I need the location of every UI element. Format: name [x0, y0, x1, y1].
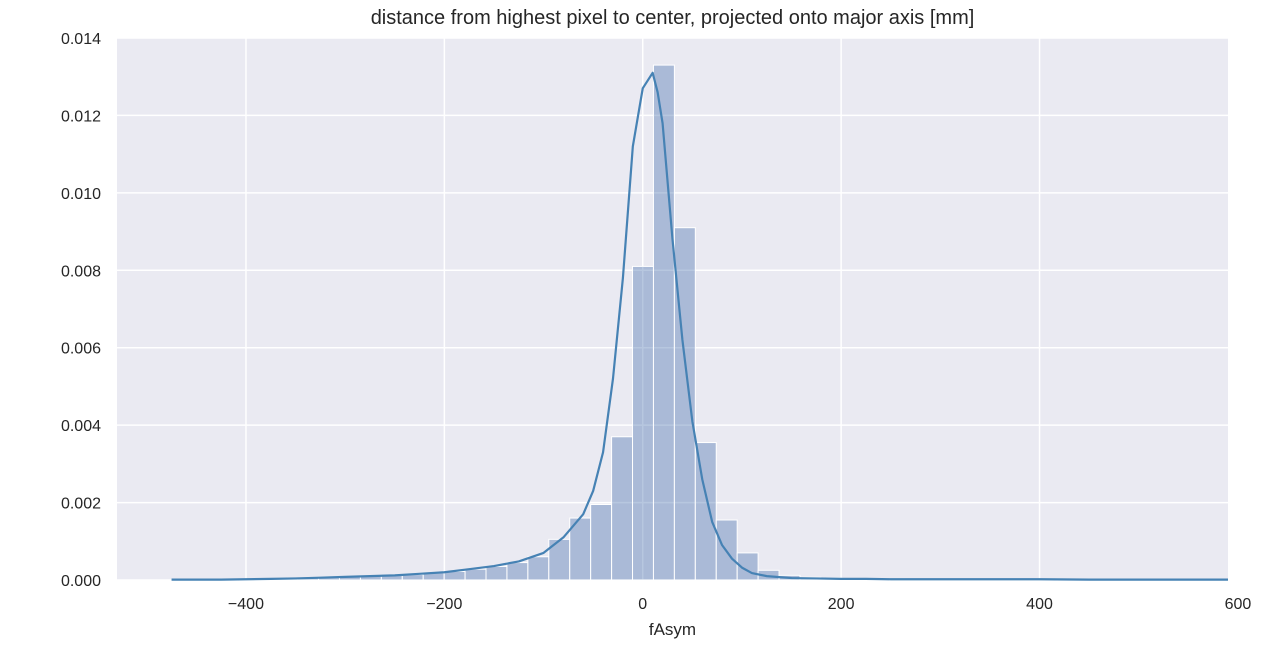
y-tick-label: 0.014 — [61, 31, 101, 48]
x-tick-label: 400 — [1026, 596, 1053, 613]
x-tick-label: 0 — [638, 596, 647, 613]
histogram-bars — [171, 64, 1220, 581]
histogram-bar — [464, 568, 487, 581]
y-tick-label: 0.004 — [61, 418, 101, 435]
y-tick-label: 0.000 — [61, 573, 101, 590]
y-tick-label: 0.008 — [61, 263, 101, 280]
histogram-bar — [485, 565, 508, 581]
chart-title: distance from highest pixel to center, p… — [371, 7, 975, 29]
x-tick-label: −200 — [426, 596, 462, 613]
x-tick-label: 600 — [1225, 596, 1252, 613]
histogram-bar — [506, 562, 529, 581]
y-tick-label: 0.002 — [61, 496, 101, 513]
y-tick-label: 0.012 — [61, 108, 101, 125]
histogram-bar — [611, 436, 634, 581]
x-tick-label: 200 — [828, 596, 855, 613]
x-axis-ticks: −400 −200 0 200 400 600 — [228, 596, 1251, 613]
y-tick-label: 0.010 — [61, 186, 101, 203]
x-tick-label: −400 — [228, 596, 264, 613]
kde-line — [171, 71, 1228, 581]
histogram-bar — [590, 504, 613, 581]
x-axis-title: fAsym — [649, 620, 696, 639]
histogram-bar — [694, 442, 717, 581]
y-axis-ticks: 0.000 0.002 0.004 0.006 0.008 0.010 0.012 0.014 — [61, 31, 101, 590]
histogram-bar — [527, 556, 550, 581]
y-tick-label: 0.006 — [61, 341, 101, 358]
histogram-bar — [632, 265, 654, 581]
plot-area — [117, 38, 1228, 580]
